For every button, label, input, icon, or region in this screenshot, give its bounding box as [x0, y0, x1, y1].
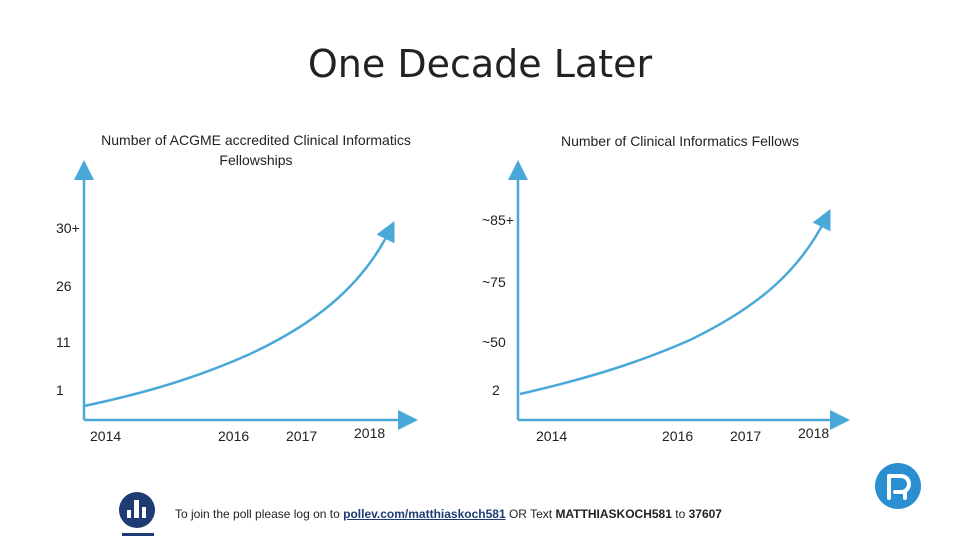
- chart-2-x-tick-label: 2016: [662, 428, 694, 444]
- chart-1-y-tick-label: 11: [56, 334, 71, 350]
- chart-2-x-tick-label: 2018: [798, 425, 830, 441]
- chart-1-x-tick-label: 2017: [286, 428, 318, 444]
- chart-2-x-tick-label: 2014: [536, 428, 568, 444]
- footer-keyword: MATTHIASKOCH581: [555, 507, 672, 521]
- chart-2-y-tick-label: ~50: [482, 334, 506, 350]
- chart-1-series-line: [83, 221, 395, 408]
- chart-1-x-tick-label: 2014: [90, 428, 122, 444]
- chart-1-title: Number of ACGME accredited Clinical Info…: [101, 132, 411, 168]
- footer-number: 37607: [688, 507, 722, 521]
- chart-2-x-tick-label: 2017: [730, 428, 762, 444]
- chart-1-x-tick-label: 2016: [218, 428, 250, 444]
- chart-2-y-tick-label: ~75: [482, 274, 506, 290]
- footer-to: to: [671, 507, 689, 521]
- chart-2-y-tick-label: ~85+: [482, 212, 514, 228]
- chart-2-series-line: [519, 209, 831, 396]
- chart-1-x-tick-label: 2018: [354, 425, 386, 441]
- footer-prefix: To join the poll please log on to: [175, 507, 344, 521]
- chart-1-y-tick-label: 26: [56, 278, 72, 294]
- brand-logo: [874, 462, 922, 510]
- slide-title: One Decade Later: [307, 42, 653, 86]
- poll-link[interactable]: pollev.com/matthiaskoch581: [343, 507, 506, 521]
- chart-2-title: Number of Clinical Informatics Fellows: [560, 133, 800, 149]
- poll-instructions: To join the poll please log on to pollev…: [175, 507, 722, 521]
- chart-1-y-tick-label: 1: [56, 382, 64, 398]
- chart-1-y-tick-label: 30+: [56, 220, 80, 236]
- chart-2-y-tick-label: 2: [492, 382, 500, 398]
- footer-middle: OR Text: [505, 507, 556, 521]
- poll-everywhere-logo: [118, 490, 158, 540]
